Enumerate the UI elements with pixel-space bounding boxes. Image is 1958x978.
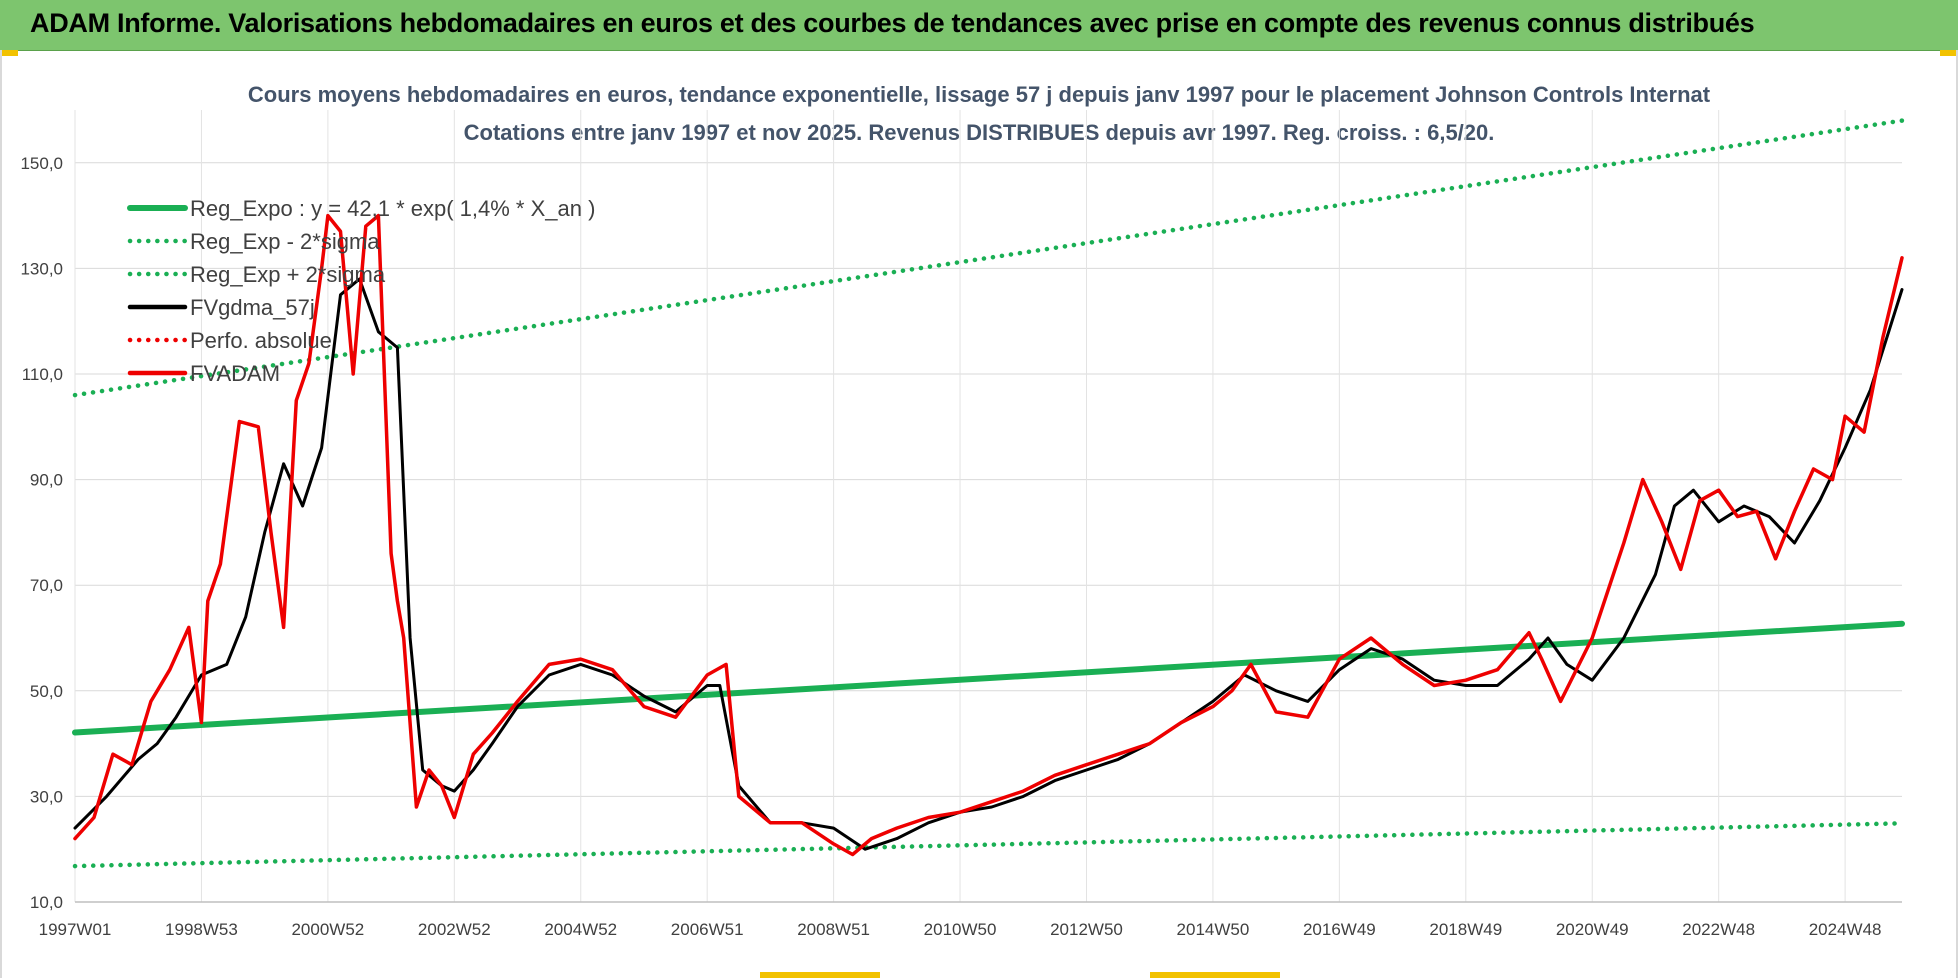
series-line-3 — [72, 118, 1905, 398]
corner-accent-right — [1940, 50, 1958, 56]
x-tick-label: 2020W49 — [1556, 920, 1629, 939]
y-tick-label: 150,0 — [20, 154, 63, 173]
x-tick-label: 2002W52 — [418, 920, 491, 939]
x-tick-label: 2012W50 — [1050, 920, 1123, 939]
legend-label-6: FVADAM — [190, 361, 280, 386]
x-tick-label: 2010W50 — [924, 920, 997, 939]
x-tick-label: 2000W52 — [291, 920, 364, 939]
x-tick-label: 2014W50 — [1177, 920, 1250, 939]
legend-label-1: Reg_Expo : y = 42,1 * exp( 1,4% * X_an ) — [190, 196, 595, 221]
chart-frame — [0, 50, 1958, 978]
x-tick-label: 2024W48 — [1809, 920, 1882, 939]
legend: Reg_Expo : y = 42,1 * exp( 1,4% * X_an )… — [127, 196, 595, 386]
report-title: ADAM Informe. Valorisations hebdomadaire… — [30, 8, 1755, 38]
axes: 10,0 30,0 50,0 70,0 90,0 110,0 130,0 150,0 1997W… — [20, 154, 1902, 939]
series-line-6 — [73, 213, 1904, 857]
y-tick-label: 10,0 — [30, 893, 63, 912]
series-line-1 — [72, 620, 1905, 736]
x-tick-label: 2004W52 — [544, 920, 617, 939]
series-line-2 — [72, 821, 1905, 869]
series-group — [72, 118, 1905, 869]
y-tick-label: 50,0 — [30, 682, 63, 701]
x-tick-label: 1998W53 — [165, 920, 238, 939]
legend-label-5: Perfo. absolue — [190, 328, 332, 353]
x-tick-label: 2008W51 — [797, 920, 870, 939]
x-tick-label: 2016W49 — [1303, 920, 1376, 939]
x-tick-label: 2018W49 — [1429, 920, 1502, 939]
series-line-4 — [73, 277, 1904, 851]
y-tick-label: 30,0 — [30, 787, 63, 806]
x-tick-label: 2006W51 — [671, 920, 744, 939]
legend-label-2: Reg_Exp - 2*sigma — [190, 229, 380, 254]
report-banner: ADAM Informe. Valorisations hebdomadaire… — [0, 0, 1958, 51]
x-tick-label: 1997W01 — [39, 920, 112, 939]
x-tick-label: 2022W48 — [1682, 920, 1755, 939]
legend-label-4: FVgdma_57j — [190, 295, 315, 320]
chart-title: Cours moyens hebdomadaires en euros, ten… — [247, 82, 1711, 107]
bottom-accent-1 — [760, 972, 880, 978]
corner-accent-left — [0, 50, 18, 56]
chart-subtitle: Cotations entre janv 1997 et nov 2025. R… — [463, 120, 1495, 145]
legend-label-3: Reg_Exp + 2*sigma — [190, 262, 386, 287]
y-tick-label: 70,0 — [30, 576, 63, 595]
y-tick-label: 130,0 — [20, 259, 63, 278]
y-tick-label: 90,0 — [30, 471, 63, 490]
y-tick-label: 110,0 — [22, 365, 63, 384]
bottom-accent-2 — [1150, 972, 1280, 978]
